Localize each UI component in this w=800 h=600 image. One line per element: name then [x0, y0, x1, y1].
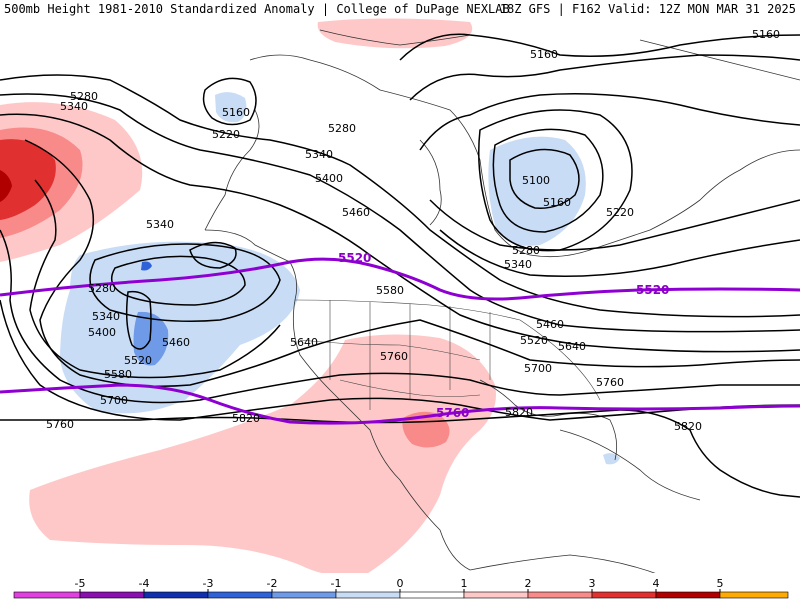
contour-label: 5340 [92, 310, 120, 323]
contour-label: 5160 [543, 196, 571, 209]
contour-label: 5760 [380, 350, 408, 363]
colorbar-cells [13, 591, 789, 599]
colorbar-cell [719, 591, 789, 599]
neg-anomaly-yukon [215, 92, 247, 123]
contour-label: 5160 [530, 48, 558, 61]
colorbar-cell [143, 591, 209, 599]
contour-label: 5400 [88, 326, 116, 339]
colorbar-tick-label: -5 [75, 577, 86, 590]
contour-label: 5340 [146, 218, 174, 231]
borders [294, 299, 601, 410]
contour-label: 5460 [536, 318, 564, 331]
header-left-title: 500mb Height 1981-2010 Standardized Anom… [4, 2, 510, 16]
pos-anomaly-mexico [29, 334, 497, 577]
header-right-run-info: 18Z GFS | F162 Valid: 12Z MON MAR 31 202… [500, 2, 796, 16]
colorbar-cell [271, 591, 337, 599]
colorbar-cell [463, 591, 529, 599]
contour-label: 5340 [504, 258, 532, 271]
colorbar-tick-label: 1 [461, 577, 468, 590]
contour-label: 5400 [315, 172, 343, 185]
contour-label: 5460 [342, 206, 370, 219]
highlight-contours [0, 257, 800, 425]
contour-label: 5280 [70, 90, 98, 103]
colorbar-cell [13, 591, 81, 599]
height-contours [0, 33, 800, 498]
contour-5760 [0, 383, 800, 425]
contour-label: 5700 [100, 394, 128, 407]
contour-label: 5820 [505, 406, 533, 419]
colorbar-cell [591, 591, 657, 599]
colorbar-cell [655, 591, 721, 599]
colorbar-cell [527, 591, 593, 599]
contour-label: 5340 [305, 148, 333, 161]
colorbar-tick-label: -4 [139, 577, 150, 590]
contour-label: 5100 [522, 174, 550, 187]
anomaly-shading [0, 18, 620, 577]
contour-label: 5820 [674, 420, 702, 433]
contour-label: 5460 [162, 336, 190, 349]
contour-label: 5160 [752, 28, 780, 41]
colorbar-tick-label: -3 [203, 577, 214, 590]
contour-label: 5760 [46, 418, 74, 431]
contour-labels: 5160 5160 5160 5280 5340 5160 5220 5280 … [0, 0, 780, 433]
contour-label: 5760 [596, 376, 624, 389]
colorbar-ticks: -5 -4 -3 -2 -1 0 1 2 3 4 5 [75, 577, 724, 592]
colorbar-cell [79, 591, 145, 599]
header-bar [0, 0, 800, 18]
highlight-label-5520-east: 5520 [636, 283, 669, 297]
contour-label: 5580 [376, 284, 404, 297]
contour-label: 5280 [88, 282, 116, 295]
neg-anomaly-pacific-3 [141, 261, 152, 271]
colorbar-tick-label: 2 [525, 577, 532, 590]
contour-label: 5220 [212, 128, 240, 141]
contour-label: 5220 [606, 206, 634, 219]
contour-5520 [0, 257, 800, 301]
highlight-label-5760: 5760 [436, 406, 469, 420]
highlight-labels: 5520 5520 5760 [338, 251, 669, 420]
contour-label: 5160 [222, 106, 250, 119]
colorbar-tick-label: 4 [653, 577, 660, 590]
coastlines [204, 29, 800, 596]
neg-anomaly-pacific-1 [60, 241, 300, 414]
neg-anomaly-hudson [488, 136, 586, 246]
contour-label: 5340 [60, 100, 88, 113]
pos-anomaly-alaska-3 [0, 139, 56, 220]
pos-anomaly-alaska-4 [0, 170, 12, 202]
contour-label: 5520 [124, 354, 152, 367]
contour-label: 5520 [520, 334, 548, 347]
colorbar-cell [207, 591, 273, 599]
contour-label: 5280 [512, 244, 540, 257]
contour-label: 5700 [524, 362, 552, 375]
colorbar-cell [399, 591, 465, 599]
contour-label: 5820 [232, 412, 260, 425]
contour-label: 5640 [290, 336, 318, 349]
colorbar-tick-label: 0 [397, 577, 404, 590]
colorbar-tick-label: 3 [589, 577, 596, 590]
colorbar-cell [335, 591, 401, 599]
colorbar: -5 -4 -3 -2 -1 0 1 2 3 4 5 [0, 573, 800, 600]
colorbar-tick-label: -1 [331, 577, 342, 590]
colorbar-tick-label: -2 [267, 577, 278, 590]
colorbar-tick-label: 5 [717, 577, 724, 590]
contour-label: 5280 [328, 122, 356, 135]
contour-label: 5580 [104, 368, 132, 381]
highlight-label-5520-west: 5520 [338, 251, 371, 265]
contour-label: 5640 [558, 340, 586, 353]
